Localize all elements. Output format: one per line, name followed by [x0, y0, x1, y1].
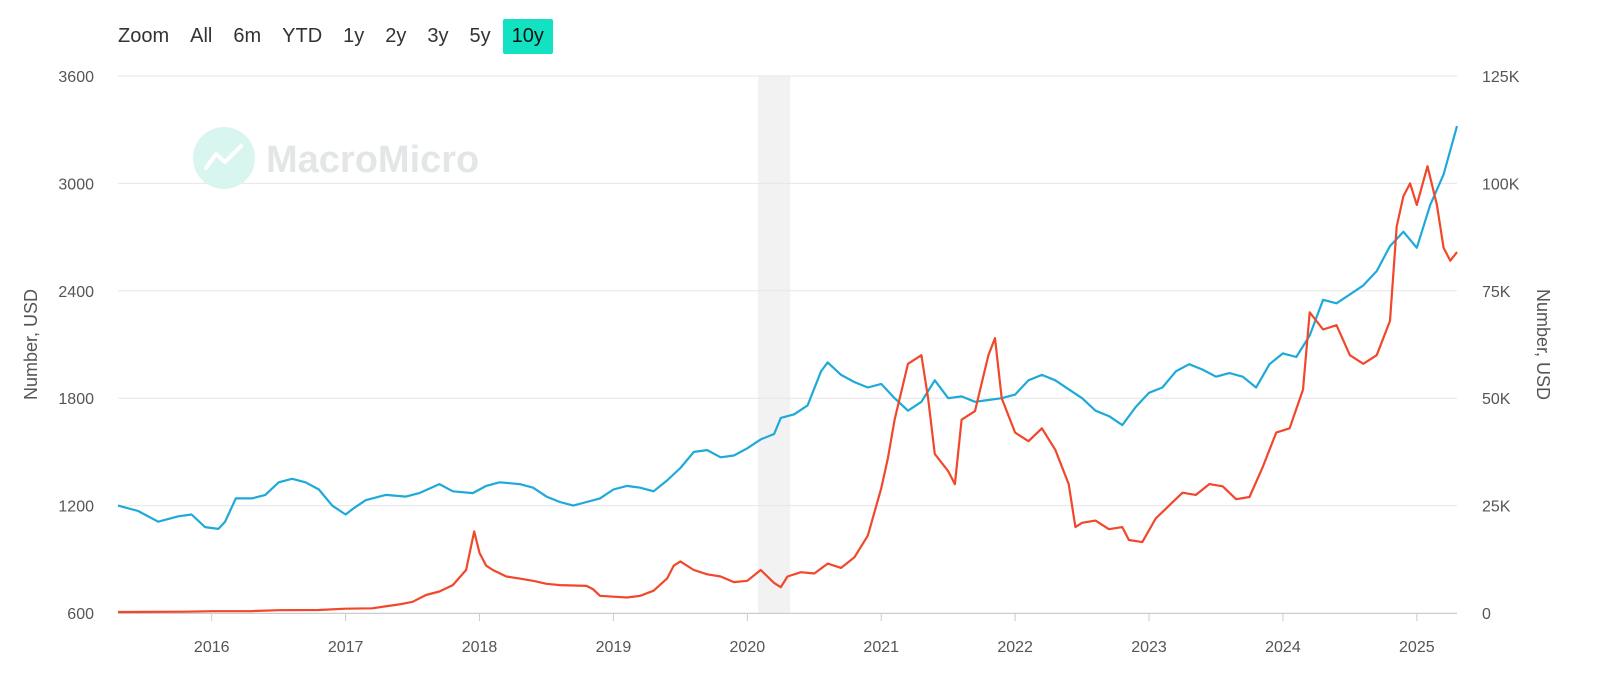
y-left-axis-title: Number, USD	[21, 289, 41, 400]
series-line-2-right-axis	[117, 165, 1458, 614]
series-line-1-left-axis	[117, 125, 1459, 530]
zoom-label: Zoom	[118, 25, 170, 47]
watermark-chart-glyph	[204, 144, 243, 170]
zoom-button-ytd[interactable]: YTD	[282, 25, 323, 47]
y-right-tick-label: 25K	[1482, 499, 1511, 516]
x-tick-label: 2021	[863, 639, 899, 656]
x-tick-label: 2019	[596, 639, 632, 656]
zoom-button-5y[interactable]: 5y	[469, 25, 491, 47]
zoom-range-selector: Zoom All 6m YTD 1y 2y 3y 5y 10y	[110, 19, 556, 54]
x-tick-label: 2018	[462, 639, 498, 656]
y-right-tick-label: 100K	[1482, 176, 1520, 193]
y-left-tick-label: 3000	[58, 176, 94, 193]
y-left-tick-label: 2400	[58, 284, 94, 301]
y-right-tick-label: 125K	[1482, 69, 1520, 86]
zoom-button-1y[interactable]: 1y	[343, 25, 365, 47]
x-tick-label: 2017	[328, 639, 364, 656]
zoom-button-6m[interactable]: 6m	[233, 25, 262, 47]
zoom-button-3y[interactable]: 3y	[427, 25, 449, 47]
x-tick-label: 2022	[997, 639, 1033, 656]
watermark-text: MacroMicro	[266, 139, 479, 181]
y-right-tick-label: 0	[1482, 606, 1491, 623]
watermark-logo-icon	[193, 127, 255, 189]
x-tick-label: 2016	[194, 639, 230, 656]
series-layer	[117, 125, 1459, 614]
watermark: MacroMicro	[193, 127, 479, 189]
y-left-tick-label: 1200	[58, 499, 94, 516]
x-tick-label: 2025	[1399, 639, 1435, 656]
y-left-tick-label: 600	[67, 606, 94, 623]
zoom-button-2y[interactable]: 2y	[385, 25, 407, 47]
y-left-tick-label: 1800	[58, 391, 94, 408]
shaded-period	[758, 76, 791, 613]
y-right-tick-label: 50K	[1482, 391, 1511, 408]
axes: 600 1200 1800 2400 3000 3600 0 25K 50K 75K 100K 125…	[21, 69, 1553, 656]
y-right-axis-title: Number, USD	[1533, 289, 1553, 400]
zoom-button-all[interactable]: All	[190, 25, 213, 47]
x-tick-label: 2024	[1265, 639, 1301, 656]
y-right-tick-label: 75K	[1482, 284, 1511, 301]
x-tick-label: 2023	[1131, 639, 1167, 656]
shaded-period-layer	[758, 76, 791, 613]
zoom-button-10y[interactable]: 10y	[502, 19, 553, 54]
x-tick-label: 2020	[730, 639, 766, 656]
y-left-tick-label: 3600	[58, 69, 94, 86]
